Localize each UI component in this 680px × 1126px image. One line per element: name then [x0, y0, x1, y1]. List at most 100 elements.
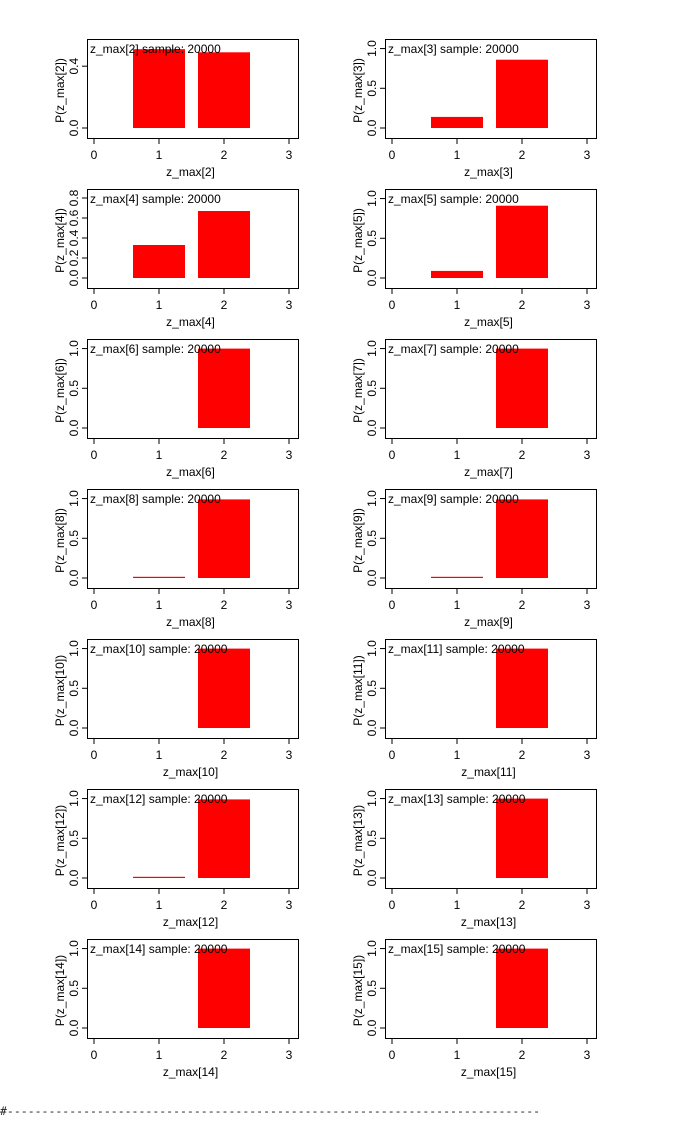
- plot-frame: [87, 489, 299, 589]
- y-axis-label: P(z_max[15]): [351, 955, 365, 1026]
- y-tick-label: 1.0: [67, 640, 81, 657]
- x-axis-label: z_max[3]: [464, 165, 513, 179]
- x-tick-label: 0: [91, 1048, 98, 1062]
- y-axis-label: P(z_max[3]): [351, 58, 365, 123]
- x-axis-label: z_max[7]: [464, 465, 513, 479]
- chart-panel: z_max[6] sample: 20000 0 1 2 3 0.0 0.5 1.0 z_max…: [53, 339, 299, 479]
- x-tick-label: 0: [389, 748, 396, 762]
- x-tick-label: 2: [519, 148, 526, 162]
- bar: [496, 798, 548, 878]
- y-tick-label: 0.0: [365, 269, 379, 286]
- chart-panel: z_max[15] sample: 20000 0 1 2 3 0.0 0.5 1.0 z_ma…: [351, 939, 597, 1079]
- chart-grid: z_max[2] sample: 20000 0 1 2 3 0.0 0.4 z_max[2]…: [53, 39, 597, 1079]
- plot-frame: [385, 489, 597, 589]
- chart-title: z_max[8] sample: 20000: [90, 492, 221, 506]
- plot-frame: [87, 789, 299, 889]
- chart-panel: z_max[14] sample: 20000 0 1 2 3 0.0 0.5 1.0 z_ma…: [53, 939, 299, 1079]
- plot-frame: [385, 189, 597, 289]
- separator-line: #---------------------------------------…: [0, 1104, 541, 1118]
- y-axis-label: P(z_max[14]): [53, 955, 67, 1026]
- x-tick-label: 1: [156, 1048, 163, 1062]
- x-tick-label: 3: [584, 898, 591, 912]
- y-tick-label: 0.4: [67, 58, 81, 75]
- x-axis-label: z_max[11]: [461, 765, 515, 779]
- chart-title: z_max[14] sample: 20000: [90, 942, 228, 956]
- x-tick-label: 3: [286, 1048, 293, 1062]
- x-tick-label: 1: [454, 148, 461, 162]
- x-tick-label: 0: [389, 448, 396, 462]
- bar: [198, 648, 250, 728]
- x-tick-label: 1: [156, 298, 163, 312]
- bar: [496, 499, 548, 578]
- bar: [133, 49, 185, 129]
- y-tick-label: 0.5: [365, 680, 379, 697]
- x-tick-label: 3: [584, 598, 591, 612]
- y-tick-label: 0.0: [365, 119, 379, 136]
- chart-title: z_max[3] sample: 20000: [388, 42, 519, 56]
- y-axis-label: P(z_max[4]): [53, 208, 67, 273]
- x-tick-label: 2: [519, 448, 526, 462]
- x-tick-label: 0: [389, 898, 396, 912]
- x-tick-label: 3: [584, 148, 591, 162]
- bar: [198, 948, 250, 1028]
- y-axis-label: P(z_max[2]): [53, 58, 67, 123]
- x-tick-label: 0: [91, 898, 98, 912]
- plot-frame: [385, 39, 597, 139]
- y-tick-label: 0.0: [67, 569, 81, 586]
- y-tick-label: 0.5: [67, 830, 81, 847]
- chart-panel: z_max[4] sample: 20000 0 1 2 3 0.0 0.2 0.4 0.6 0.…: [53, 189, 299, 329]
- y-axis-label: P(z_max[10]): [53, 655, 67, 726]
- x-axis-label: z_max[5]: [464, 315, 513, 329]
- bar: [198, 211, 250, 278]
- chart-title: z_max[11] sample: 20000: [388, 642, 525, 656]
- y-tick-label: 0.0: [365, 569, 379, 586]
- bar: [496, 648, 548, 728]
- chart-panel: z_max[10] sample: 20000 0 1 2 3 0.0 0.5 1.0 z_ma…: [53, 639, 299, 779]
- x-tick-label: 3: [286, 748, 293, 762]
- bar: [133, 576, 185, 578]
- y-tick-label: 1.0: [67, 490, 81, 507]
- x-tick-label: 2: [519, 1048, 526, 1062]
- y-tick-label: 0.4: [67, 229, 81, 246]
- y-tick-label: 0.8: [67, 189, 81, 206]
- bar: [431, 576, 483, 578]
- x-tick-label: 0: [389, 148, 396, 162]
- x-tick-label: 3: [286, 598, 293, 612]
- plot-frame: [87, 339, 299, 439]
- x-axis-label: z_max[8]: [166, 615, 215, 629]
- x-tick-label: 2: [221, 748, 228, 762]
- y-tick-label: 0.0: [365, 1019, 379, 1036]
- x-tick-label: 3: [286, 148, 293, 162]
- bar: [496, 205, 548, 278]
- bar: [431, 270, 483, 278]
- x-tick-label: 2: [519, 898, 526, 912]
- x-tick-label: 0: [91, 598, 98, 612]
- chart-title: z_max[9] sample: 20000: [388, 492, 519, 506]
- bar: [496, 348, 548, 428]
- chart-title: z_max[13] sample: 20000: [388, 792, 526, 806]
- bar: [496, 948, 548, 1028]
- y-tick-label: 0.5: [67, 980, 81, 997]
- chart-panel: z_max[2] sample: 20000 0 1 2 3 0.0 0.4 z_max[2]…: [53, 39, 299, 179]
- y-tick-label: 0.5: [67, 680, 81, 697]
- x-tick-label: 3: [584, 448, 591, 462]
- y-tick-label: 0.6: [67, 209, 81, 226]
- x-tick-label: 1: [454, 1048, 461, 1062]
- chart-panel: z_max[3] sample: 20000 0 1 2 3 0.0 0.5 1.0 z_max…: [351, 39, 597, 179]
- x-tick-label: 3: [584, 1048, 591, 1062]
- y-tick-label: 1.0: [365, 640, 379, 657]
- y-tick-label: 0.0: [67, 1019, 81, 1036]
- x-axis-label: z_max[12]: [163, 915, 218, 929]
- x-tick-label: 0: [91, 148, 98, 162]
- x-axis-label: z_max[2]: [166, 165, 215, 179]
- plot-frame: [385, 639, 597, 739]
- bar: [198, 499, 250, 578]
- y-tick-label: 1.0: [67, 940, 81, 957]
- y-tick-label: 0.0: [67, 719, 81, 736]
- x-tick-label: 1: [454, 448, 461, 462]
- y-tick-label: 0.5: [365, 80, 379, 97]
- x-axis-label: z_max[14]: [163, 1065, 218, 1079]
- x-tick-label: 3: [286, 448, 293, 462]
- y-tick-label: 0.5: [365, 830, 379, 847]
- bar: [198, 348, 250, 428]
